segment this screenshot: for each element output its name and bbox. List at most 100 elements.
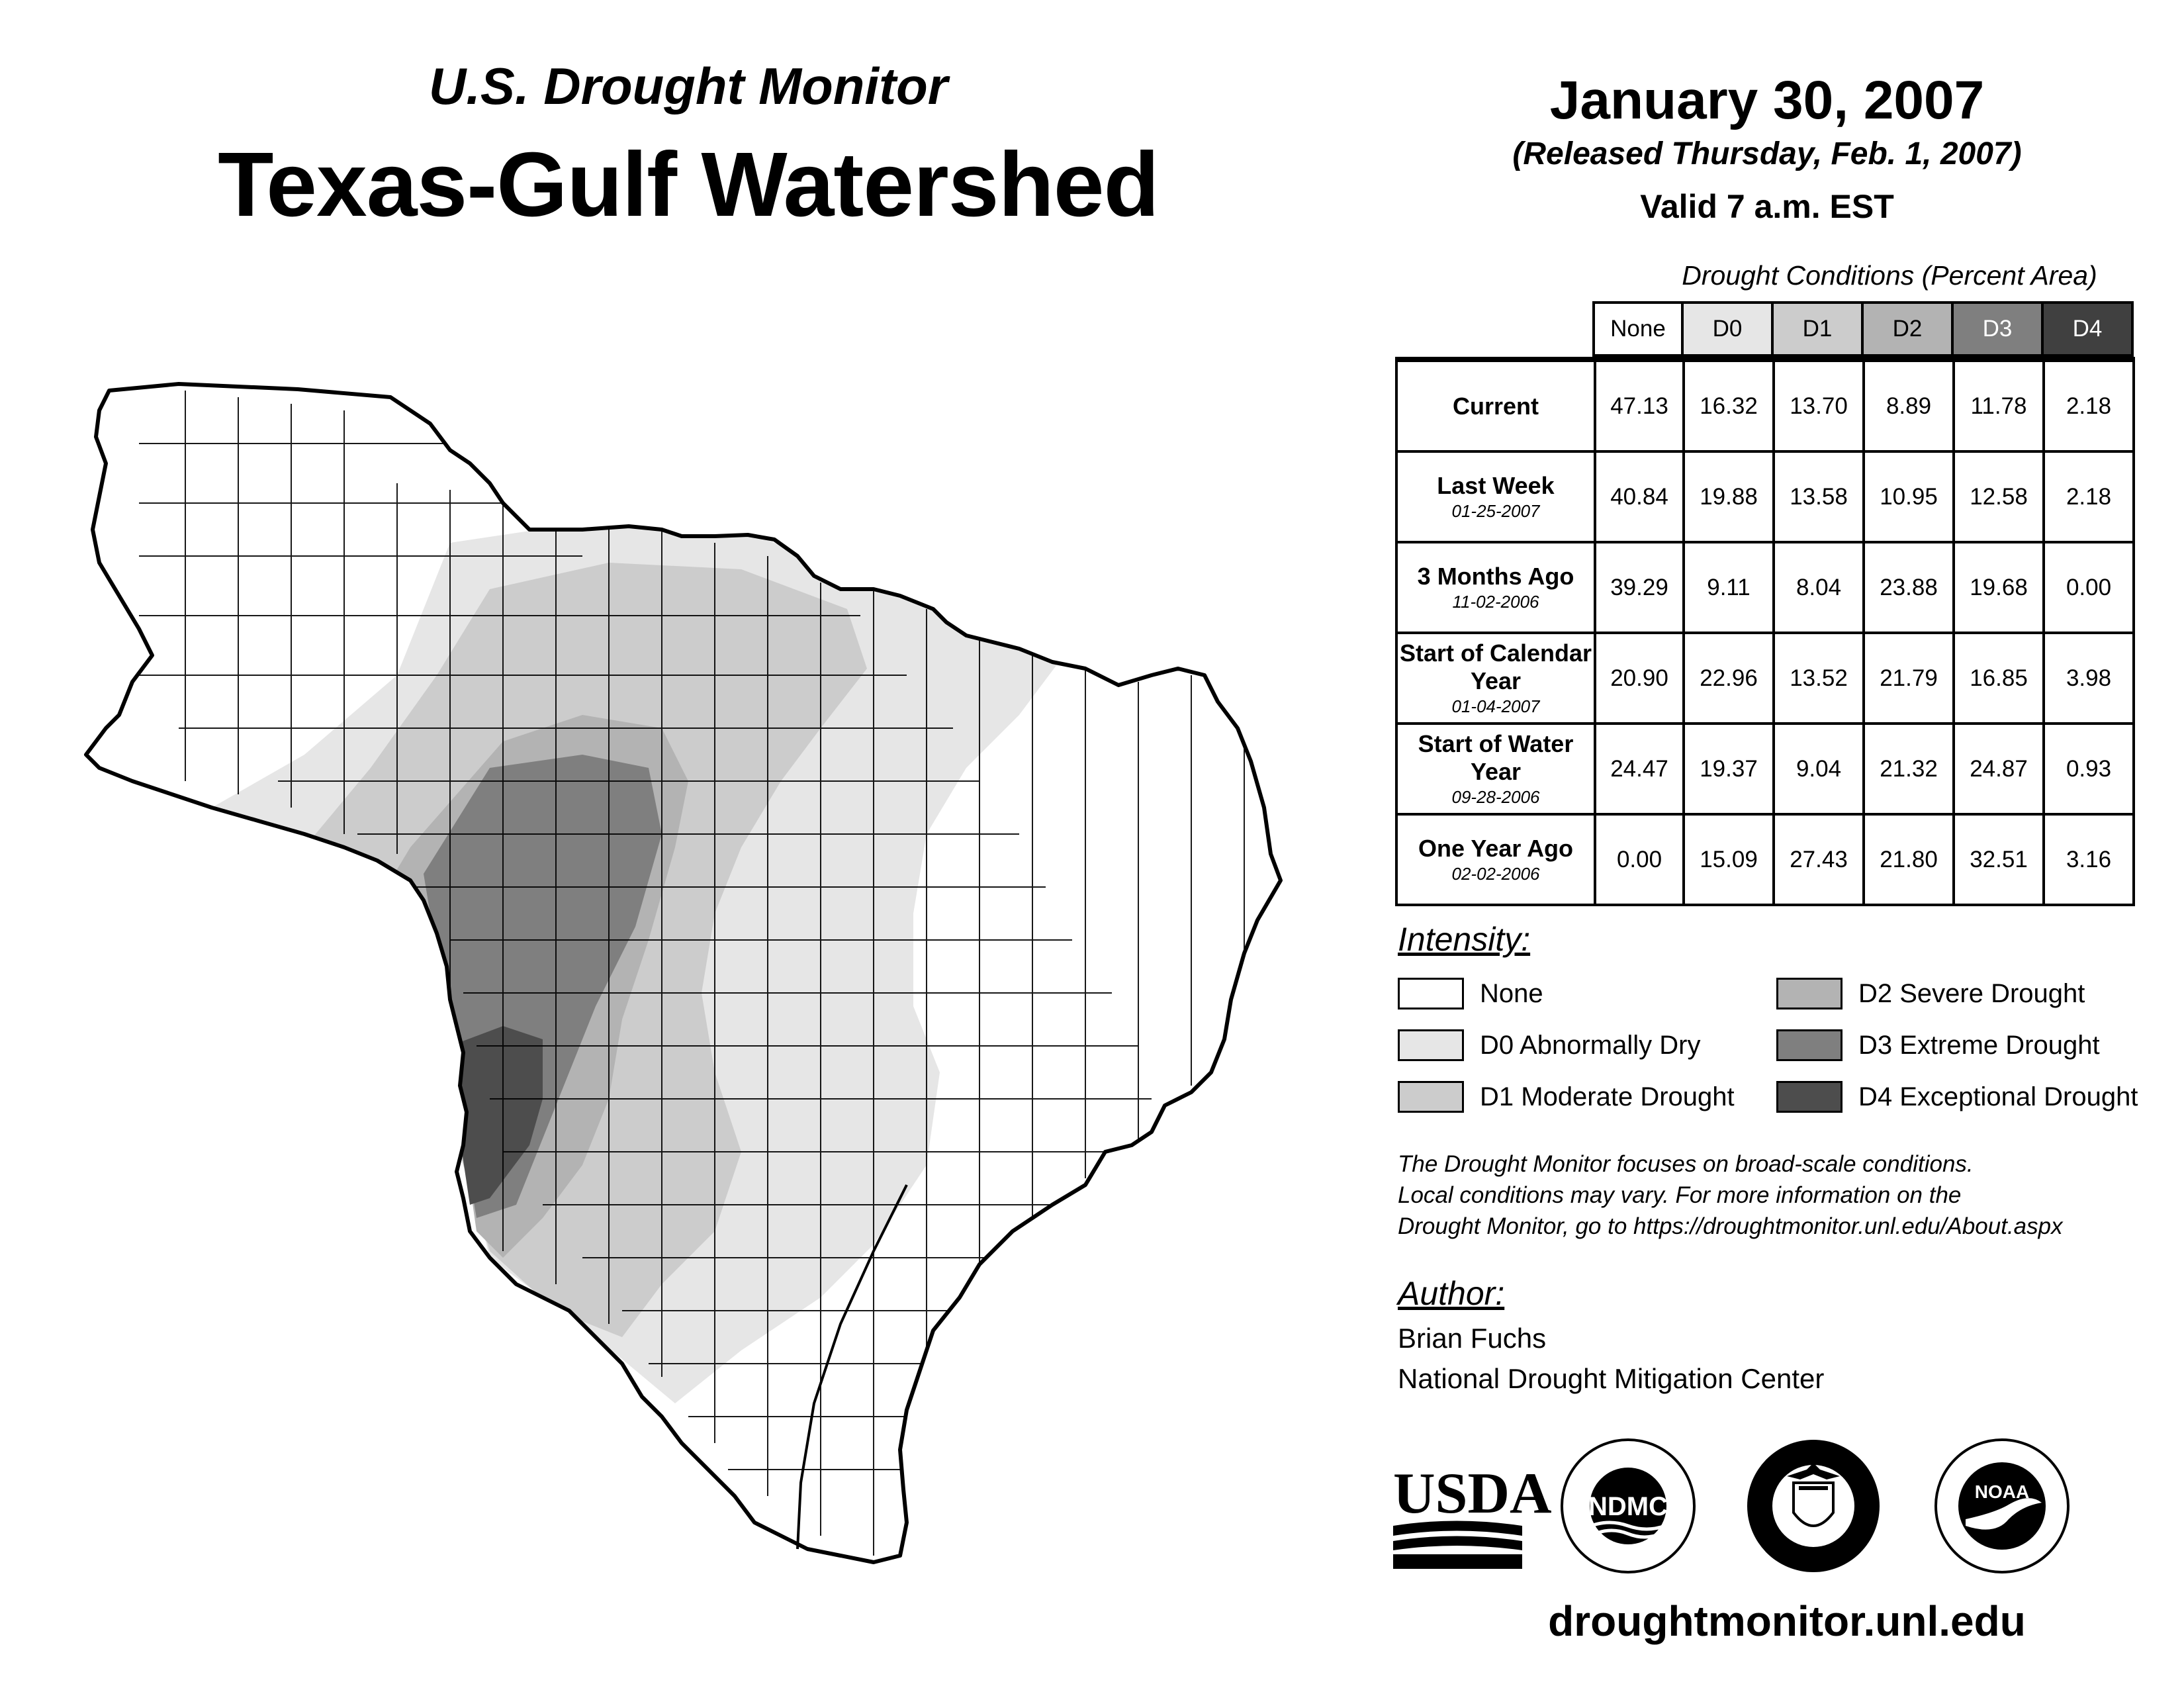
table-cell: 13.58 <box>1772 450 1865 543</box>
table-cell: 3.16 <box>2042 813 2135 906</box>
ndmc-logo: NDMC <box>1561 1438 1696 1573</box>
table-cell: 9.11 <box>1682 541 1775 634</box>
row-date: 11-02-2006 <box>1452 591 1539 612</box>
table-cell: 2.18 <box>2042 358 2135 453</box>
table-cell: 3.98 <box>2042 632 2135 725</box>
table-caption: Drought Conditions (Percent Area) <box>1682 260 2097 291</box>
table-cell: 0.00 <box>1594 813 1685 906</box>
table-cell: 21.79 <box>1862 632 1955 725</box>
legend-label: D1 Moderate Drought <box>1480 1082 1735 1111</box>
column-header: D3 <box>1951 301 2044 357</box>
row-label: 3 Months Ago <box>1417 562 1574 590</box>
column-header: D1 <box>1771 301 1864 357</box>
legend-label: D4 Exceptional Drought <box>1858 1082 2138 1111</box>
table-cell: 40.84 <box>1594 450 1685 543</box>
legend-label: D2 Severe Drought <box>1858 978 2085 1008</box>
table-cell: 32.51 <box>1952 813 2045 906</box>
table-row: One Year Ago 02-02-2006 0.00 15.09 27.43 … <box>1395 813 2135 906</box>
note-line: Local conditions may vary. For more info… <box>1398 1182 1962 1208</box>
watershed-map <box>84 382 1283 1564</box>
table-row: Current 47.13 16.32 13.70 8.89 11.78 2.1… <box>1395 358 2135 453</box>
table-cell: 24.87 <box>1952 722 2045 816</box>
drought-table: None D0 D1 D2 D3 D4 Current 47.13 16.32 … <box>1395 301 2135 906</box>
author-org: National Drought Mitigation Center <box>1398 1363 1825 1394</box>
legend-swatch <box>1398 1081 1464 1113</box>
author-name: Brian Fuchs <box>1398 1323 1547 1354</box>
map-subtitle: U.S. Drought Monitor <box>428 57 948 115</box>
note-line: Drought Monitor, go to https://droughtmo… <box>1398 1213 2063 1239</box>
table-cell: 13.52 <box>1772 632 1865 725</box>
table-cell: 0.93 <box>2042 722 2135 816</box>
intensity-title: Intensity: <box>1398 921 1531 958</box>
website-url[interactable]: droughtmonitor.unl.edu <box>1548 1597 2026 1645</box>
table-cell: 27.43 <box>1772 813 1865 906</box>
table-row: Start of Calendar Year 01-04-2007 20.90 2… <box>1395 632 2135 725</box>
table-cell: 47.13 <box>1594 358 1685 453</box>
agency-logos: USDA NDMC NOAA <box>1393 1438 2070 1573</box>
table-cell: 39.29 <box>1594 541 1685 634</box>
table-cell: 23.88 <box>1862 541 1955 634</box>
legend-item: D3 Extreme Drought <box>1776 1029 2100 1061</box>
table-row: 3 Months Ago 11-02-2006 39.29 9.11 8.04 2… <box>1395 541 2135 634</box>
row-label: Current <box>1452 392 1539 420</box>
row-label: Start of Calendar Year <box>1399 639 1592 694</box>
usda-logo: USDA <box>1393 1462 1552 1569</box>
legend-item: D0 Abnormally Dry <box>1398 1029 1700 1061</box>
legend-swatch <box>1776 1029 1843 1061</box>
column-header: None <box>1592 301 1684 357</box>
legend-item: D1 Moderate Drought <box>1398 1081 1735 1113</box>
disclaimer-note: The Drought Monitor focuses on broad-sca… <box>1398 1149 2063 1242</box>
table-cell: 8.89 <box>1862 358 1955 453</box>
legend-label: D0 Abnormally Dry <box>1480 1030 1701 1060</box>
table-header-row: None D0 D1 D2 D3 D4 <box>1395 301 2134 357</box>
row-label: Start of Water Year <box>1418 729 1574 785</box>
legend-swatch <box>1776 1081 1843 1113</box>
table-cell: 19.88 <box>1682 450 1775 543</box>
author-title: Author: <box>1398 1275 1505 1312</box>
table-cell: 20.90 <box>1594 632 1685 725</box>
usda-logo-text: USDA <box>1393 1462 1552 1526</box>
table-cell: 19.68 <box>1952 541 2045 634</box>
legend-swatch <box>1776 978 1843 1009</box>
valid-time: Valid 7 a.m. EST <box>1640 188 1894 225</box>
row-date: 01-04-2007 <box>1451 696 1540 716</box>
table-row: Last Week 01-25-2007 40.84 19.88 13.58 10… <box>1395 450 2135 543</box>
column-header: D4 <box>2041 301 2134 357</box>
table-cell: 12.58 <box>1952 450 2045 543</box>
table-row: Start of Water Year 09-28-2006 24.47 19.3… <box>1395 722 2135 816</box>
table-cell: 16.85 <box>1952 632 2045 725</box>
row-date: 01-25-2007 <box>1451 500 1540 521</box>
legend-label: None <box>1480 978 1543 1008</box>
table-cell: 21.32 <box>1862 722 1955 816</box>
table-cell: 22.96 <box>1682 632 1775 725</box>
legend-item: D4 Exceptional Drought <box>1776 1081 2138 1113</box>
table-cell: 13.70 <box>1772 358 1865 453</box>
legend-label: D3 Extreme Drought <box>1858 1030 2100 1060</box>
legend-swatch <box>1398 1029 1464 1061</box>
table-cell: 8.04 <box>1772 541 1865 634</box>
table-cell: 15.09 <box>1682 813 1775 906</box>
noaa-logo: NOAA <box>1934 1438 2070 1573</box>
legend-item: D2 Severe Drought <box>1776 978 2085 1009</box>
table-cell: 11.78 <box>1952 358 2045 453</box>
row-date: 02-02-2006 <box>1451 863 1540 884</box>
map-date: January 30, 2007 <box>1549 70 1985 130</box>
ndmc-logo-text: NDMC <box>1588 1492 1668 1521</box>
table-cell: 24.47 <box>1594 722 1685 816</box>
table-cell: 2.18 <box>2042 450 2135 543</box>
table-cell: 9.04 <box>1772 722 1865 816</box>
note-line: The Drought Monitor focuses on broad-sca… <box>1398 1151 1974 1177</box>
legend-item: None <box>1398 978 1543 1009</box>
legend-swatch <box>1398 978 1464 1009</box>
table-cell: 10.95 <box>1862 450 1955 543</box>
row-date: 09-28-2006 <box>1451 786 1540 807</box>
column-header: D2 <box>1861 301 1954 357</box>
row-label: Last Week <box>1437 471 1555 499</box>
noaa-logo-text: NOAA <box>1975 1481 2029 1502</box>
table-cell: 19.37 <box>1682 722 1775 816</box>
commerce-logo <box>1747 1440 1880 1572</box>
row-label: One Year Ago <box>1418 834 1574 862</box>
release-date: (Released Thursday, Feb. 1, 2007) <box>1512 136 2022 171</box>
column-header: D0 <box>1681 301 1774 357</box>
table-cell: 21.80 <box>1862 813 1955 906</box>
